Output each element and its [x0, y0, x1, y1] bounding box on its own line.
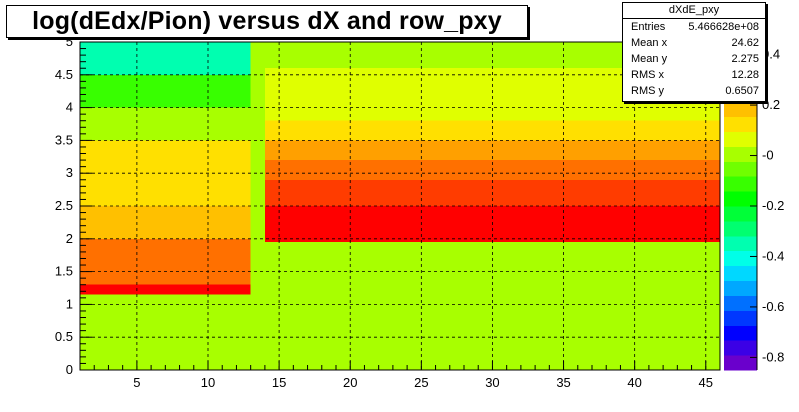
heatmap-cell — [80, 173, 251, 206]
palette-swatch — [724, 325, 757, 341]
stats-value: 12.28 — [731, 69, 759, 81]
heatmap-cells — [80, 42, 720, 370]
x-tick-label: 15 — [272, 375, 286, 390]
palette-tick-label: -0.2 — [762, 198, 784, 213]
y-tick-label: 1 — [66, 296, 73, 311]
heatmap-cell — [80, 284, 251, 295]
palette-swatch — [724, 176, 757, 192]
palette-tick-label: -0 — [762, 148, 774, 163]
heatmap-cell — [264, 120, 720, 141]
stats-label: Entries — [631, 21, 666, 33]
heatmap-cell — [80, 238, 251, 266]
heatmap-cell — [80, 206, 251, 239]
stats-label: RMS x — [631, 69, 664, 81]
stats-box: dXdE_pxy Entries 5.466628e+08 Mean x 24.… — [622, 2, 766, 102]
x-tick-label: 10 — [201, 375, 215, 390]
palette-tick-label: -0.8 — [762, 349, 784, 364]
heatmap-cell — [80, 107, 251, 141]
x-tick-label: 5 — [133, 375, 140, 390]
palette-tick-label: 0.2 — [762, 97, 780, 112]
heatmap-cell — [80, 294, 251, 370]
y-tick-label: 5 — [66, 34, 73, 49]
palette-swatch — [724, 116, 757, 132]
chart-title: log(dEdx/Pion) versus dX and row_pxy — [6, 5, 528, 38]
palette-swatch — [724, 280, 757, 296]
stats-label: Mean x — [631, 37, 668, 49]
heatmap-cell — [80, 265, 251, 285]
y-tick-label: 2 — [66, 231, 73, 246]
x-tick-label: 25 — [414, 375, 428, 390]
x-axis: 5 10 15 20 25 30 35 40 45 — [79, 361, 721, 390]
palette-tick-label: 0.4 — [762, 47, 780, 62]
x-tick-label: 30 — [485, 375, 499, 390]
stats-value: 0.6507 — [725, 85, 759, 97]
palette-swatch — [724, 265, 757, 282]
palette-tick-label: -0.6 — [762, 299, 784, 314]
y-tick-label: 3.5 — [55, 132, 73, 147]
palette-swatch — [724, 310, 757, 326]
palette-swatch — [724, 355, 757, 371]
stats-title: dXdE_pxy — [623, 3, 765, 19]
heatmap-cell — [80, 140, 251, 174]
heatmap-cell — [80, 74, 251, 108]
y-tick-label: 0.5 — [55, 329, 73, 344]
x-tick-label: 20 — [343, 375, 357, 390]
y-tick-label: 1.5 — [55, 264, 73, 279]
palette-swatch — [724, 340, 757, 356]
y-tick-label: 2.5 — [55, 198, 73, 213]
palette-swatch — [724, 235, 757, 252]
x-tick-label: 35 — [556, 375, 570, 390]
palette-swatch — [724, 206, 757, 222]
stats-label: RMS y — [631, 85, 664, 97]
stats-row: RMS y 0.6507 — [623, 83, 765, 99]
y-tick-label: 3 — [66, 165, 73, 180]
x-tick-label: 45 — [699, 375, 713, 390]
stats-row: RMS x 12.28 — [623, 67, 765, 83]
y-tick-label: 4.5 — [55, 67, 73, 82]
palette-swatch — [724, 146, 757, 162]
palette-swatch — [724, 191, 757, 207]
palette-swatch — [724, 250, 757, 267]
stats-value: 24.62 — [731, 37, 759, 49]
stats-row: Entries 5.466628e+08 — [623, 19, 765, 35]
x-tick-label: 40 — [627, 375, 641, 390]
stats-row: Mean y 2.275 — [623, 51, 765, 67]
palette-swatch — [724, 161, 757, 177]
stats-value: 2.275 — [731, 53, 759, 65]
y-tick-label: 4 — [66, 100, 73, 115]
stats-row: Mean x 24.62 — [623, 35, 765, 51]
palette-swatch — [724, 220, 757, 237]
palette-swatch — [724, 295, 757, 311]
heatmap-cell — [250, 42, 265, 370]
y-axis: 0 0.5 1 1.5 2 2.5 3 3.5 4 4.5 5 — [55, 34, 92, 377]
palette-swatch — [724, 131, 757, 147]
y-tick-label: 0 — [66, 362, 73, 377]
palette-swatch — [724, 101, 757, 118]
heatmap-cell — [80, 42, 251, 75]
palette-tick-label: -0.4 — [762, 248, 784, 263]
stats-label: Mean y — [631, 53, 668, 65]
stats-value: 5.466628e+08 — [688, 21, 759, 33]
